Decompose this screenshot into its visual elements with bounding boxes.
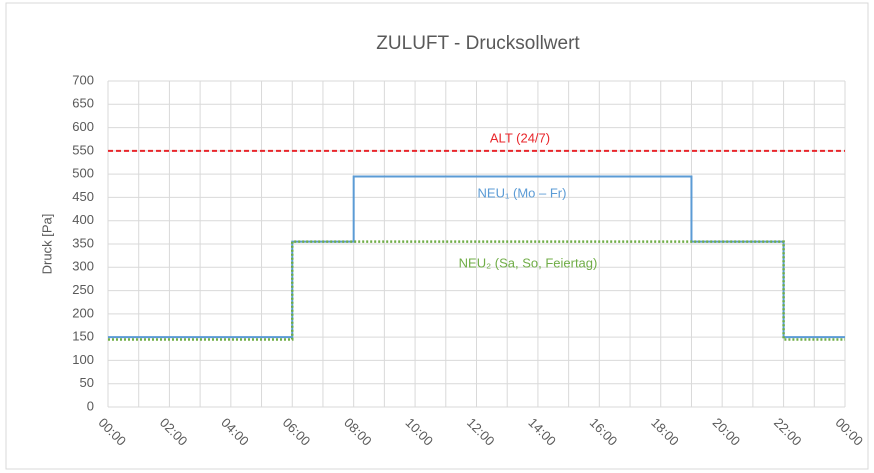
series-line xyxy=(108,240,845,341)
y-tick-label: 350 xyxy=(72,235,94,250)
y-tick-label: 150 xyxy=(72,329,94,344)
y-tick-label: 0 xyxy=(87,398,94,413)
chart-border xyxy=(5,2,869,470)
y-tick-label: 650 xyxy=(72,96,94,111)
y-tick-label: 700 xyxy=(72,72,94,87)
y-tick-label: 300 xyxy=(72,259,94,274)
y-tick-label: 400 xyxy=(72,212,94,227)
series-label: NEU₂ (Sa, So, Feiertag) xyxy=(459,255,598,270)
y-tick-label: 250 xyxy=(72,282,94,297)
series-label: NEU₁ (Mo – Fr) xyxy=(478,185,567,200)
y-tick-label: 450 xyxy=(72,189,94,204)
y-tick-label: 550 xyxy=(72,142,94,157)
y-tick-label: 200 xyxy=(72,305,94,320)
y-axis-label: Druck [Pa] xyxy=(39,214,54,275)
chart-title: ZULUFT - Drucksollwert xyxy=(376,33,580,54)
y-tick-label: 500 xyxy=(72,166,94,181)
y-tick-label: 100 xyxy=(72,352,94,367)
series-label: ALT (24/7) xyxy=(490,130,550,145)
y-tick-label: 50 xyxy=(80,375,94,390)
y-tick-label: 600 xyxy=(72,119,94,134)
